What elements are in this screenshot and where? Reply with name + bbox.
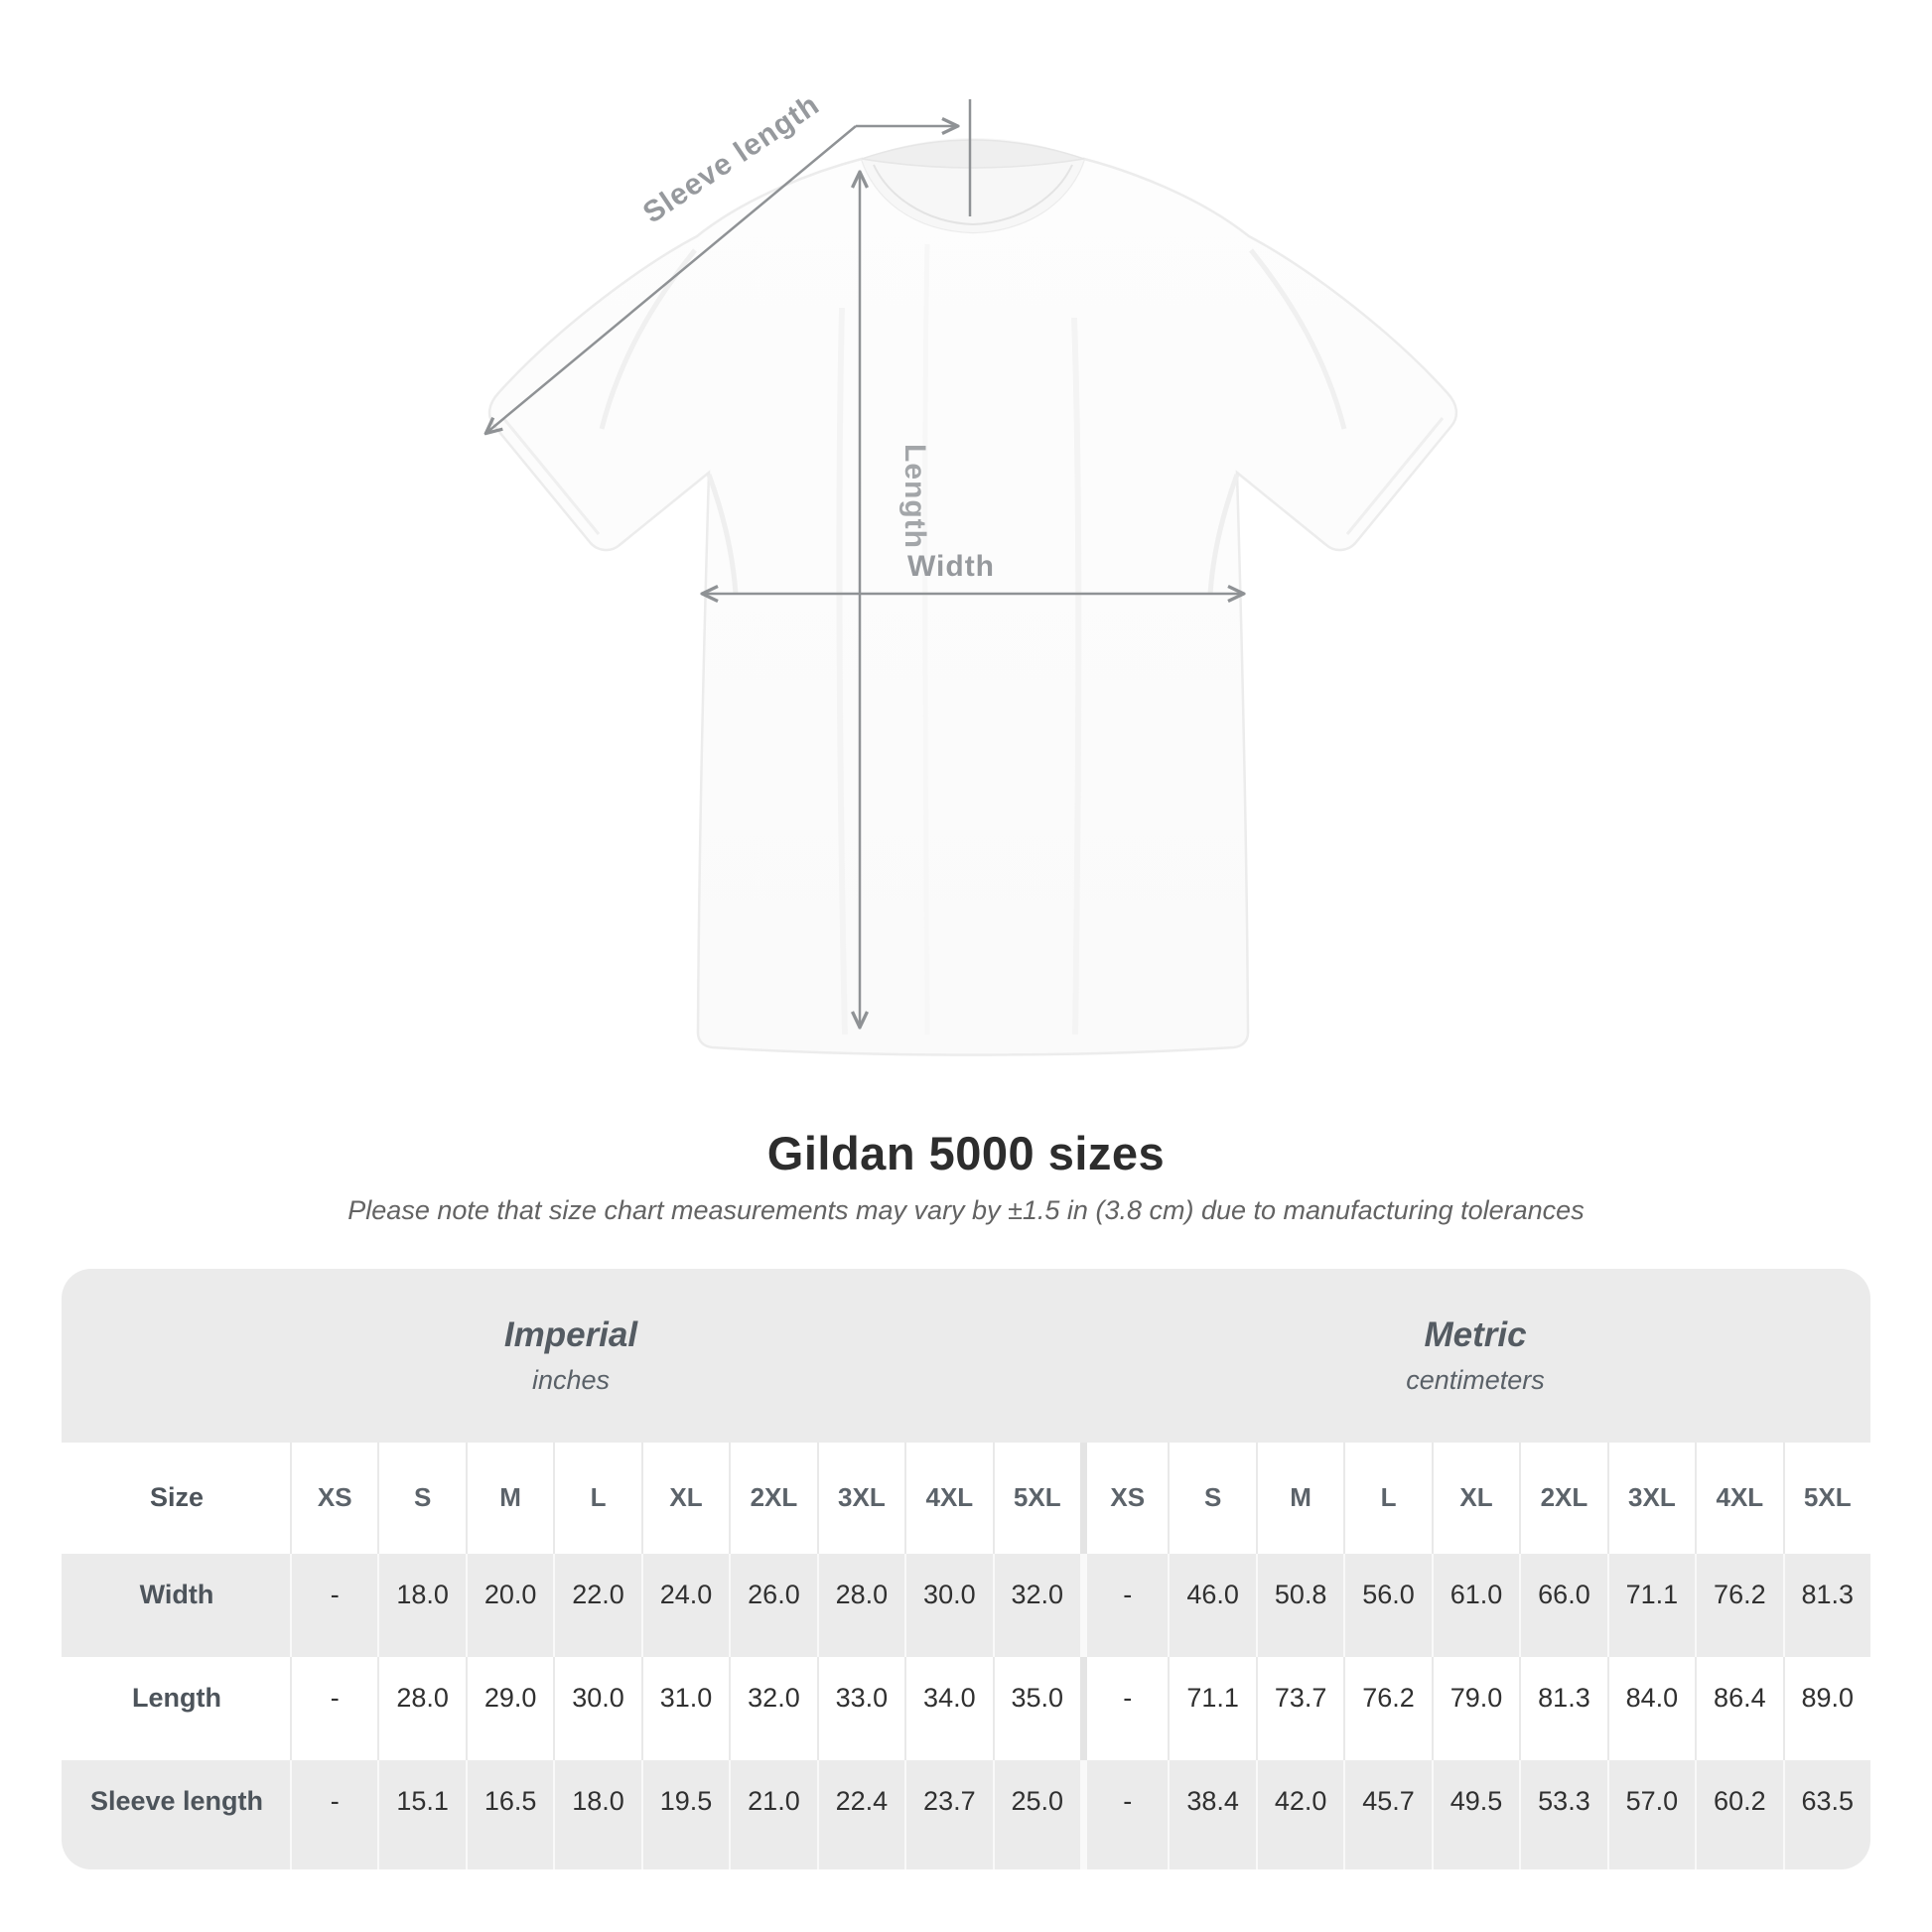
size-value-cell: 71.1 — [1606, 1554, 1696, 1657]
size-value-cell: 20.0 — [465, 1554, 554, 1657]
tshirt-graphic — [487, 138, 1458, 1056]
size-value-cell: 18.0 — [377, 1554, 466, 1657]
length-label: Length — [898, 444, 931, 549]
measurement-arrows — [486, 99, 1243, 1027]
size-value-cell: 24.0 — [640, 1554, 730, 1657]
size-value-cell: 28.0 — [816, 1554, 905, 1657]
size-value-cell: 71.1 — [1168, 1657, 1256, 1760]
size-value-cell: 31.0 — [640, 1657, 730, 1760]
size-col-header-imperial-5XL: 5XL — [992, 1443, 1080, 1554]
size-table: Imperial inches Metric centimeters Size X… — [62, 1269, 1870, 1869]
size-value-cell: - — [1079, 1554, 1169, 1657]
size-value-cell: 16.5 — [465, 1760, 554, 1869]
sleeve-length-line — [486, 125, 857, 433]
size-value-cell: 81.3 — [1519, 1657, 1607, 1760]
size-col-header-imperial-4XL: 4XL — [904, 1443, 993, 1554]
row-header: Length — [62, 1657, 290, 1760]
size-value-cell: 56.0 — [1343, 1554, 1432, 1657]
front-collar-seam — [873, 164, 1073, 226]
size-col-header-imperial-3XL: 3XL — [816, 1443, 905, 1554]
size-value-cell: 19.5 — [640, 1760, 730, 1869]
size-value-cell: 50.8 — [1255, 1554, 1344, 1657]
size-value-cell: 86.4 — [1695, 1657, 1783, 1760]
fabric-folds — [501, 243, 1445, 1035]
size-value-cell: - — [1079, 1760, 1169, 1869]
size-value-cell: 25.0 — [992, 1760, 1080, 1869]
size-value-cell: 89.0 — [1782, 1657, 1870, 1760]
size-value-cell: 29.0 — [465, 1657, 554, 1760]
row-header: Width — [62, 1554, 290, 1657]
page-title: Gildan 5000 sizes — [766, 1127, 1166, 1179]
size-value-cell: 66.0 — [1519, 1554, 1607, 1657]
size-value-cell: 32.0 — [992, 1554, 1080, 1657]
size-value-cell: 53.3 — [1519, 1760, 1607, 1869]
imperial-title: Imperial — [503, 1315, 638, 1354]
size-col-header-metric-XL: XL — [1431, 1443, 1520, 1554]
size-value-cell: 26.0 — [729, 1554, 817, 1657]
size-value-cell: 61.0 — [1431, 1554, 1520, 1657]
size-value-cell: 49.5 — [1431, 1760, 1520, 1869]
size-col-header-imperial-M: M — [465, 1443, 554, 1554]
size-value-cell: 21.0 — [729, 1760, 817, 1869]
size-value-cell: 23.7 — [904, 1760, 993, 1869]
unit-section-imperial: Imperial inches — [62, 1269, 1080, 1443]
size-value-cell: 79.0 — [1431, 1657, 1520, 1760]
size-col-header-metric-XS: XS — [1079, 1443, 1169, 1554]
size-value-cell: 34.0 — [904, 1657, 993, 1760]
size-col-header-metric-4XL: 4XL — [1695, 1443, 1783, 1554]
size-value-cell: 60.2 — [1695, 1760, 1783, 1869]
size-value-cell: - — [290, 1657, 378, 1760]
metric-unit: centimeters — [1406, 1365, 1545, 1395]
size-col-header-imperial-XS: XS — [290, 1443, 378, 1554]
metric-title: Metric — [1424, 1315, 1527, 1354]
size-col-header-metric-L: L — [1343, 1443, 1432, 1554]
size-value-cell: 45.7 — [1343, 1760, 1432, 1869]
size-value-cell: 81.3 — [1782, 1554, 1870, 1657]
row-header: Sleeve length — [62, 1760, 290, 1869]
size-value-cell: 73.7 — [1255, 1657, 1344, 1760]
tshirt-measurement-diagram: Sleeve length Length Width — [0, 88, 1458, 1056]
size-col-header-imperial-XL: XL — [640, 1443, 730, 1554]
size-col-header-imperial-2XL: 2XL — [729, 1443, 817, 1554]
size-value-cell: 42.0 — [1255, 1760, 1344, 1869]
size-value-cell: 22.4 — [816, 1760, 905, 1869]
size-value-cell: 57.0 — [1606, 1760, 1696, 1869]
size-value-cell: 76.2 — [1695, 1554, 1783, 1657]
size-value-cell: 30.0 — [553, 1657, 641, 1760]
size-value-cell: 63.5 — [1782, 1760, 1870, 1869]
size-value-cell: 46.0 — [1168, 1554, 1256, 1657]
unit-header-band: Imperial inches Metric centimeters — [62, 1269, 1870, 1443]
size-value-cell: 84.0 — [1606, 1657, 1696, 1760]
size-col-header-metric-S: S — [1168, 1443, 1256, 1554]
size-col-header-imperial-S: S — [377, 1443, 466, 1554]
size-value-cell: - — [290, 1760, 378, 1869]
unit-section-metric: Metric centimeters — [1080, 1269, 1870, 1443]
col-header-size: Size — [62, 1443, 290, 1554]
size-col-header-imperial-L: L — [553, 1443, 641, 1554]
size-value-cell: 15.1 — [377, 1760, 466, 1869]
tshirt-outline — [487, 157, 1458, 1056]
imperial-unit: inches — [531, 1365, 611, 1395]
width-label: Width — [907, 550, 995, 583]
size-value-cell: 76.2 — [1343, 1657, 1432, 1760]
size-col-header-metric-M: M — [1255, 1443, 1344, 1554]
size-value-cell: 33.0 — [816, 1657, 905, 1760]
size-value-cell: - — [1079, 1657, 1169, 1760]
size-value-cell: - — [290, 1554, 378, 1657]
size-col-header-metric-5XL: 5XL — [1782, 1443, 1870, 1554]
size-value-cell: 32.0 — [729, 1657, 817, 1760]
size-value-cell: 35.0 — [992, 1657, 1080, 1760]
size-value-cell: 30.0 — [904, 1554, 993, 1657]
size-value-cell: 38.4 — [1168, 1760, 1256, 1869]
size-value-cell: 22.0 — [553, 1554, 641, 1657]
back-collar-band — [861, 139, 1085, 169]
size-value-cell: 18.0 — [553, 1760, 641, 1869]
tolerance-note: Please note that size chart measurements… — [347, 1195, 1585, 1225]
size-value-cell: 28.0 — [377, 1657, 466, 1760]
size-table-grid: Size XS S M L XL 2XL 3XL 4XL 5XL XS S M L XL 2XL 3XL 4XL 5… — [62, 1443, 1870, 1869]
size-col-header-metric-3XL: 3XL — [1606, 1443, 1696, 1554]
size-col-header-metric-2XL: 2XL — [1519, 1443, 1607, 1554]
